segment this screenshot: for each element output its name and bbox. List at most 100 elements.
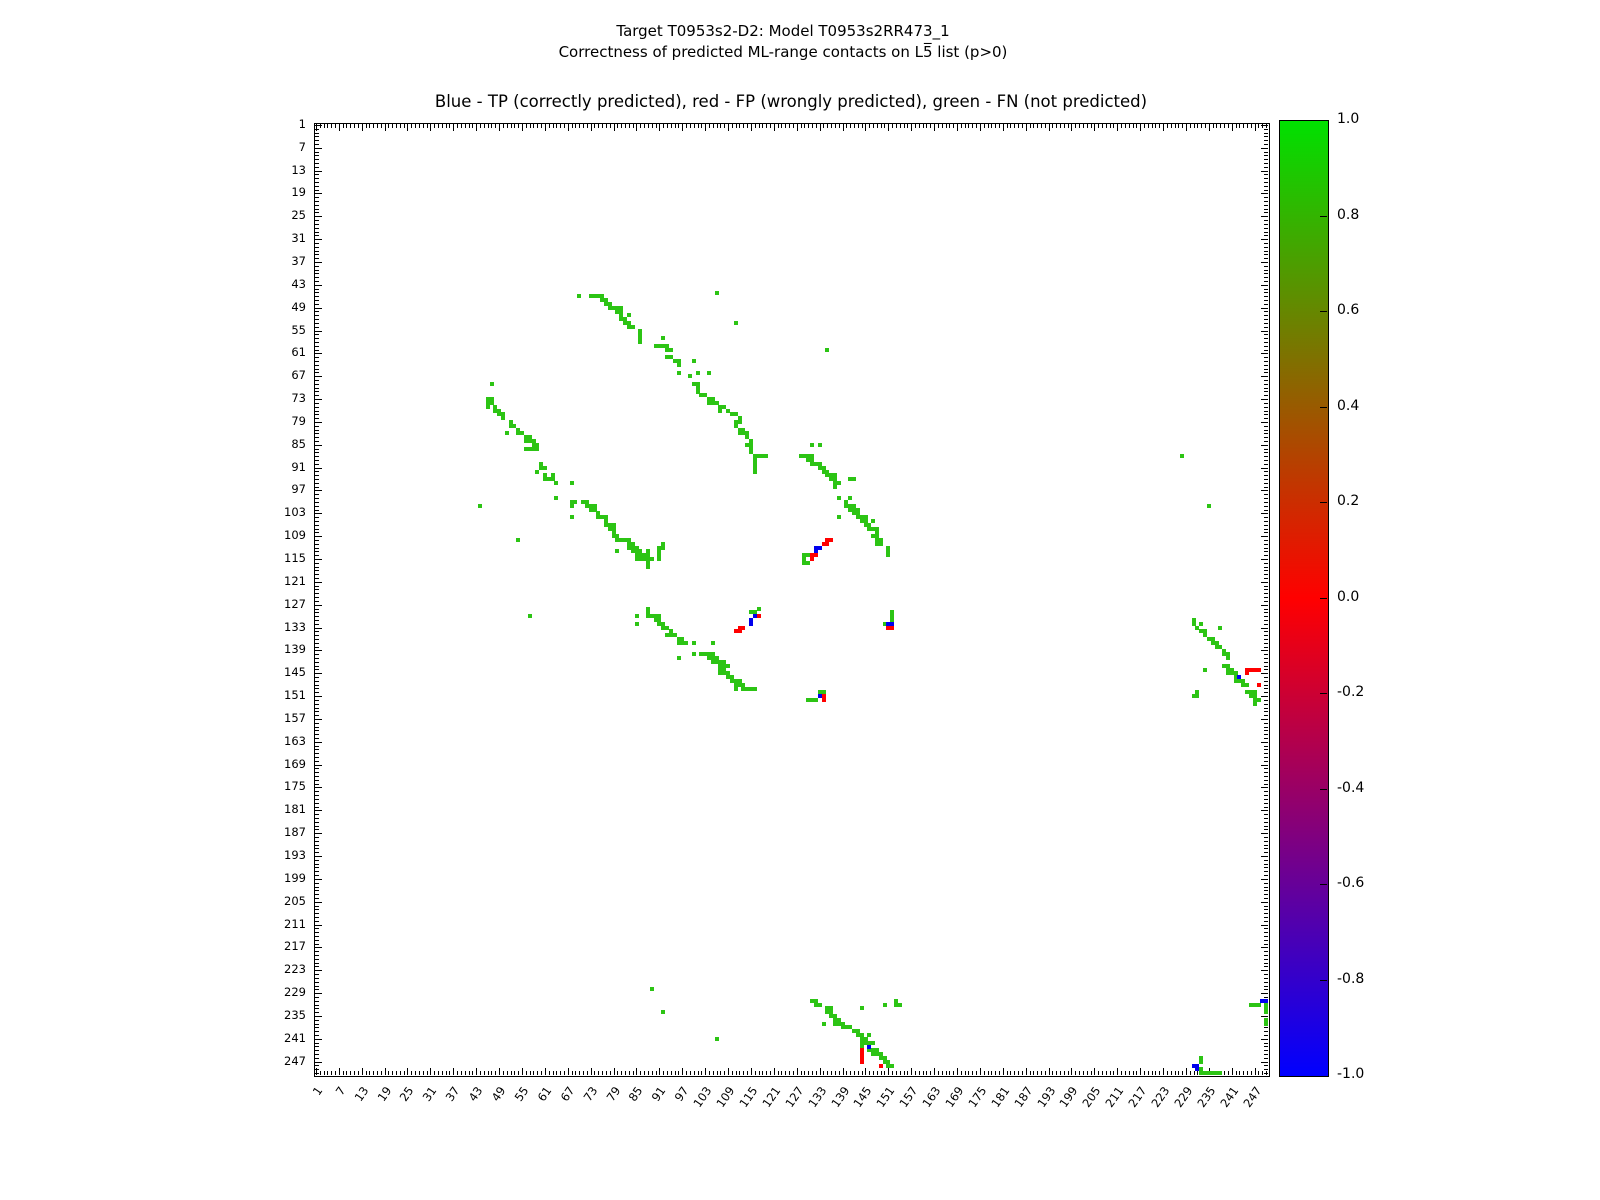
y-axis-tick bbox=[1261, 718, 1268, 720]
x-axis-tick bbox=[979, 124, 981, 131]
heatmap-cell-green bbox=[569, 499, 574, 504]
heatmap-cell-green bbox=[867, 1033, 872, 1038]
x-axis-tick bbox=[1170, 124, 1172, 128]
heatmap-cell-green bbox=[886, 545, 891, 550]
y-axis-tick bbox=[1261, 627, 1268, 629]
x-axis-tick bbox=[1212, 124, 1214, 128]
heatmap-cell-green bbox=[718, 663, 723, 668]
x-axis-tick bbox=[1163, 124, 1165, 131]
y-axis-tick bbox=[1261, 124, 1268, 126]
y-axis-tick bbox=[315, 878, 322, 880]
x-axis-tick bbox=[815, 124, 817, 128]
x-axis-tick bbox=[533, 124, 535, 128]
y-axis-tick bbox=[315, 562, 319, 564]
x-axis-tick bbox=[823, 1071, 825, 1075]
heatmap-cell-red bbox=[1252, 667, 1257, 672]
x-axis-tick bbox=[1044, 124, 1046, 128]
x-axis-tick bbox=[315, 124, 317, 131]
x-axis-tick bbox=[323, 1071, 325, 1075]
heatmap-cell-green bbox=[699, 393, 704, 398]
heatmap-cell-red bbox=[890, 625, 895, 630]
x-axis-tick bbox=[357, 1071, 359, 1075]
x-axis-tick bbox=[319, 124, 321, 128]
heatmap-cell-green bbox=[817, 461, 822, 466]
heatmap-cell-green bbox=[1248, 1002, 1253, 1007]
x-axis-tick bbox=[747, 1071, 749, 1075]
x-axis-tick bbox=[892, 1071, 894, 1075]
heatmap-cell-green bbox=[546, 477, 551, 482]
heatmap-cell-green bbox=[588, 503, 593, 508]
heatmap-cell-green bbox=[737, 678, 742, 683]
colorbar-tick-label: 0.8 bbox=[1337, 206, 1360, 223]
x-axis-tick bbox=[533, 1071, 535, 1075]
x-axis-tick bbox=[968, 1071, 970, 1075]
x-axis-tick bbox=[384, 1068, 386, 1075]
heatmap-cell-green bbox=[798, 454, 803, 459]
y-axis-tick bbox=[1264, 776, 1268, 778]
colorbar-tick bbox=[1320, 788, 1327, 790]
heatmap-cell-green bbox=[1210, 637, 1215, 642]
x-axis-tick bbox=[1048, 124, 1050, 131]
y-axis-tick bbox=[315, 669, 319, 671]
x-axis-tick bbox=[693, 1071, 695, 1075]
y-axis-tick bbox=[315, 753, 319, 755]
y-axis-tick bbox=[1264, 890, 1268, 892]
y-axis-tick bbox=[1264, 166, 1268, 168]
y-axis-tick bbox=[1261, 856, 1268, 858]
y-axis-tick bbox=[315, 1000, 319, 1002]
x-axis-tick bbox=[476, 124, 478, 131]
x-axis-tick bbox=[853, 124, 855, 128]
x-axis-tick bbox=[926, 124, 928, 128]
x-axis-tick bbox=[1052, 124, 1054, 128]
x-axis-tick bbox=[579, 1071, 581, 1075]
heatmap-cell-green bbox=[668, 355, 673, 360]
x-axis-tick bbox=[1006, 124, 1008, 128]
heatmap-cell-green bbox=[737, 416, 742, 421]
heatmap-cell-green bbox=[806, 454, 811, 459]
y-axis-tick bbox=[1261, 787, 1268, 789]
heatmap-cell-green bbox=[634, 557, 639, 562]
heatmap-cell-green bbox=[653, 343, 658, 348]
heatmap-cell-green bbox=[848, 507, 853, 512]
x-axis-tick bbox=[1117, 124, 1119, 131]
x-axis-tick bbox=[1224, 124, 1226, 128]
y-axis-tick bbox=[1264, 410, 1268, 412]
heatmap-cell-green bbox=[668, 629, 673, 634]
heatmap-cell-green bbox=[810, 698, 815, 702]
y-axis-tick bbox=[315, 128, 319, 130]
x-axis-tick bbox=[808, 1071, 810, 1075]
heatmap-cell-red bbox=[821, 694, 826, 699]
y-axis-tick bbox=[315, 284, 322, 286]
x-axis-tick bbox=[563, 1071, 565, 1075]
y-axis-tick bbox=[315, 1050, 319, 1052]
heatmap-cell-green bbox=[680, 637, 685, 642]
y-axis-tick bbox=[1264, 1073, 1268, 1075]
heatmap-cell-green bbox=[1195, 694, 1200, 699]
y-axis-tick bbox=[315, 1008, 319, 1010]
x-axis-tick bbox=[911, 1068, 913, 1075]
heatmap-cell-green bbox=[749, 446, 754, 451]
y-axis-tick bbox=[315, 981, 319, 983]
x-axis-tick bbox=[373, 1071, 375, 1075]
heatmap-cell-green bbox=[607, 522, 612, 527]
heatmap-cell-red bbox=[859, 1048, 864, 1053]
y-axis-tick bbox=[1264, 265, 1268, 267]
x-axis-tick bbox=[1079, 124, 1081, 128]
heatmap-cell-green bbox=[657, 343, 662, 348]
heatmap-cell-green bbox=[817, 465, 822, 470]
heatmap-cell-green bbox=[527, 435, 532, 440]
heatmap-cell-green bbox=[615, 538, 620, 543]
x-axis-tick bbox=[853, 1071, 855, 1075]
y-axis-tick bbox=[315, 726, 319, 728]
x-axis-tick bbox=[873, 124, 875, 128]
y-axis-tick bbox=[1264, 909, 1268, 911]
heatmap-cell-green bbox=[1226, 656, 1231, 661]
x-axis-tick bbox=[1021, 1071, 1023, 1075]
y-axis-tick bbox=[1264, 981, 1268, 983]
heatmap-cell-green bbox=[649, 557, 654, 562]
x-axis-tick bbox=[338, 124, 340, 131]
y-axis-tick bbox=[1264, 1050, 1268, 1052]
x-axis-tick bbox=[708, 1071, 710, 1075]
x-axis-tick bbox=[369, 1071, 371, 1075]
x-axis-tick bbox=[739, 1071, 741, 1075]
